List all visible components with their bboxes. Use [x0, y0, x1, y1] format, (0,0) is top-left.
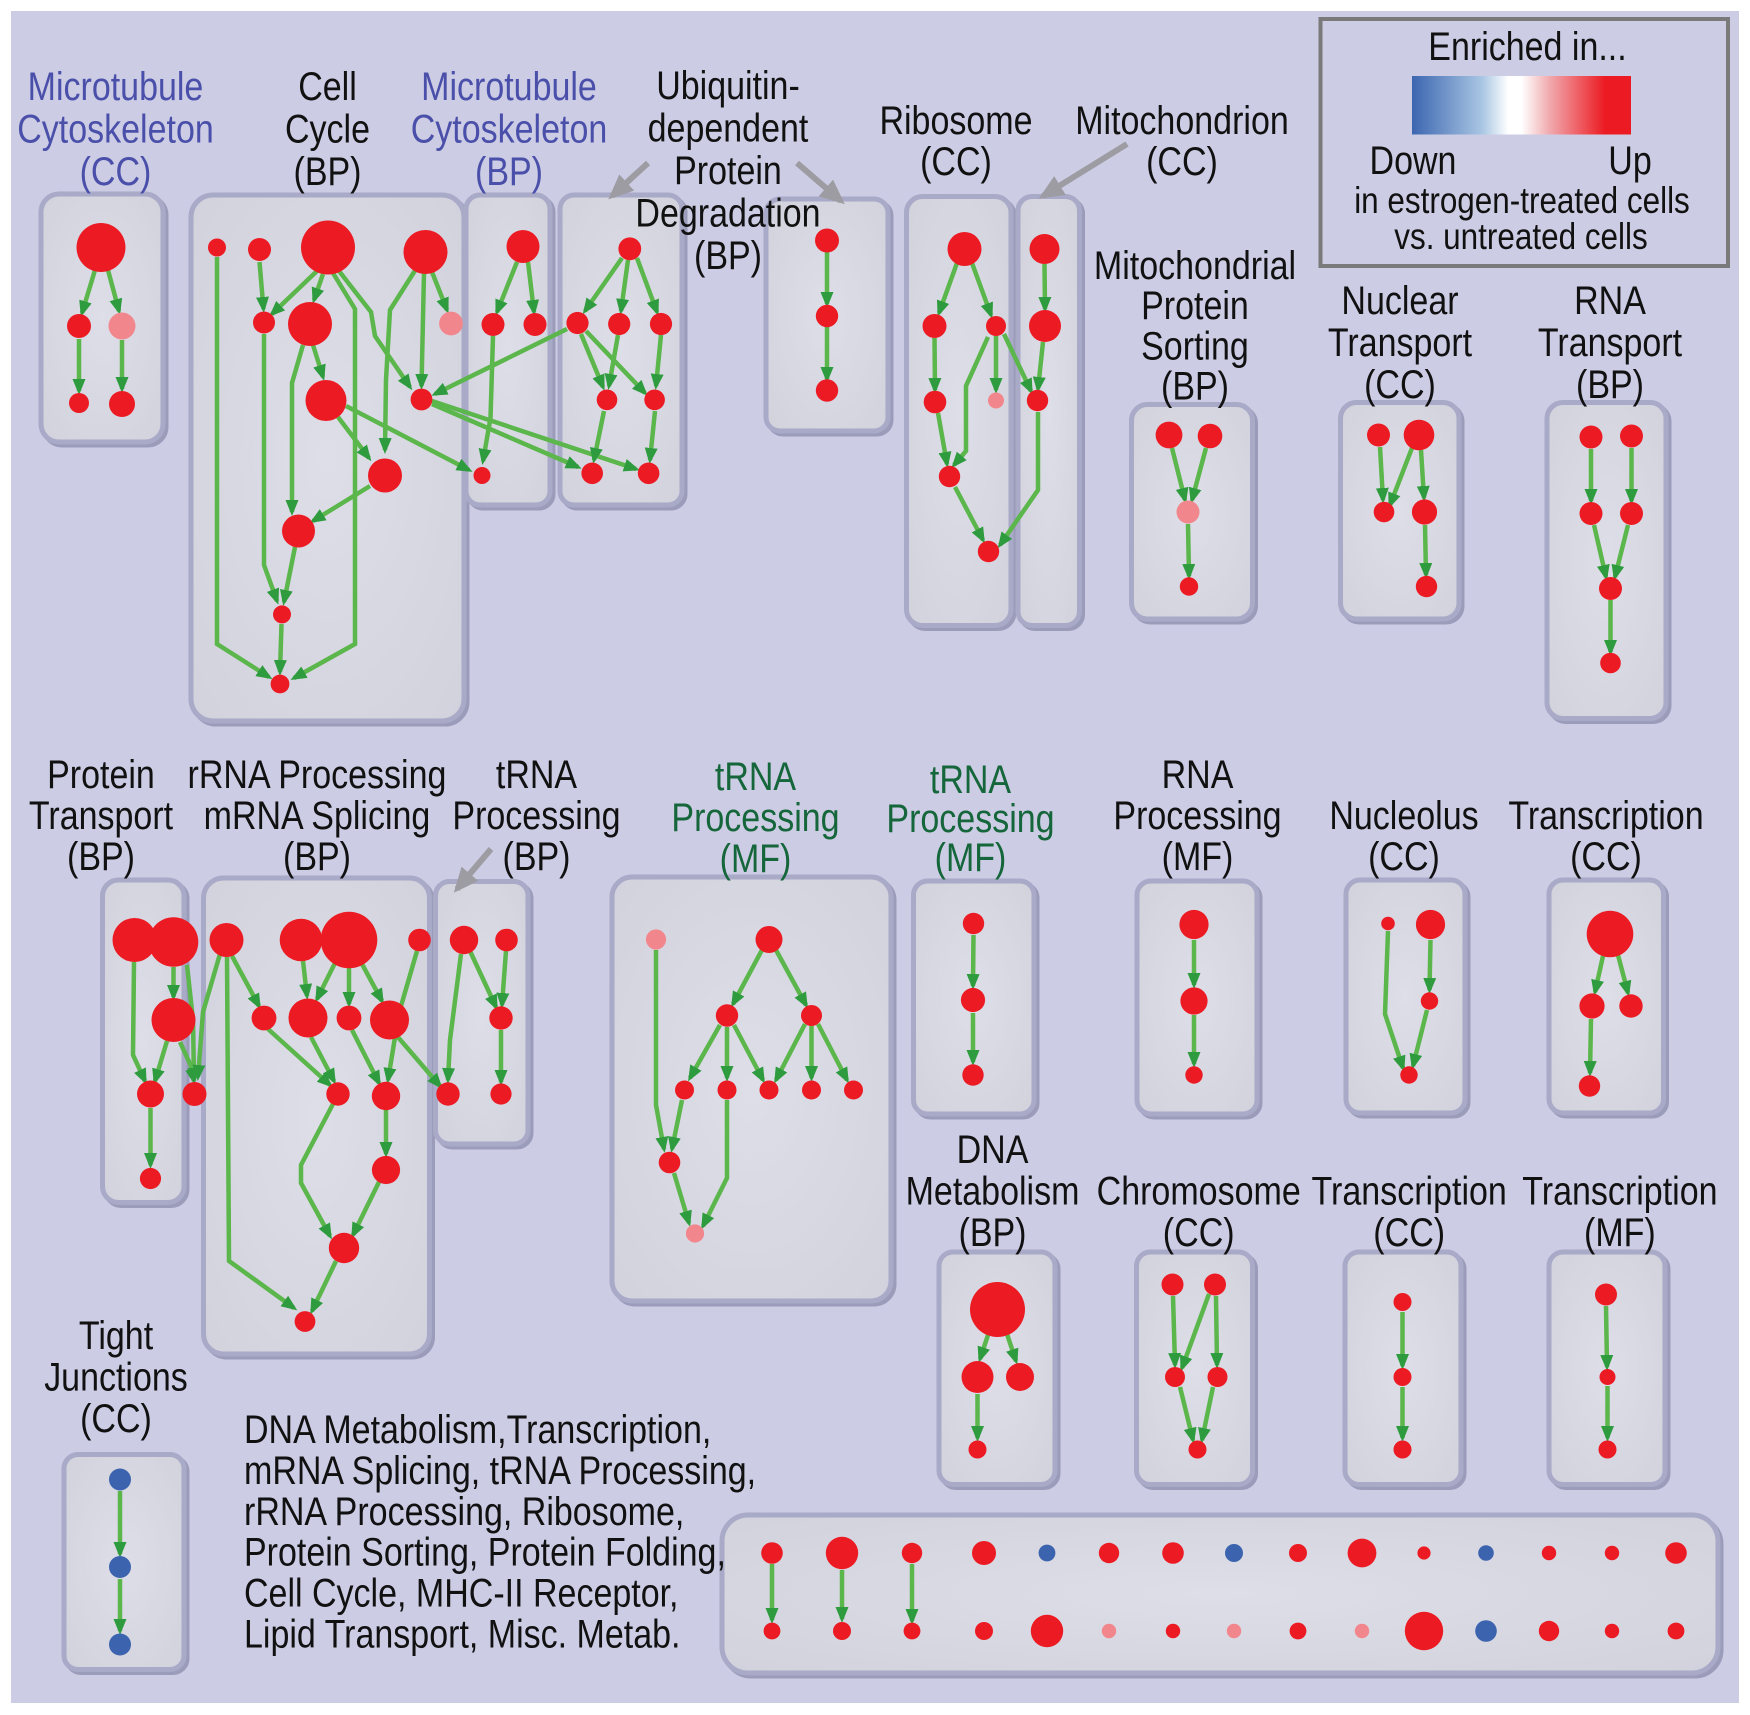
- svg-text:(CC): (CC): [1373, 1211, 1445, 1255]
- svg-text:Protein: Protein: [674, 149, 782, 193]
- svg-text:Nucleolus: Nucleolus: [1329, 794, 1478, 838]
- svg-text:Protein Sorting, Protein Foldi: Protein Sorting, Protein Folding,: [244, 1531, 726, 1575]
- svg-text:Ribosome: Ribosome: [879, 99, 1032, 143]
- svg-text:Sorting: Sorting: [1141, 324, 1249, 368]
- svg-text:Lipid Transport, Misc. Metab.: Lipid Transport, Misc. Metab.: [244, 1613, 681, 1657]
- svg-text:(MF): (MF): [720, 837, 792, 881]
- svg-text:(BP): (BP): [1576, 363, 1644, 407]
- svg-text:(BP): (BP): [694, 234, 762, 278]
- svg-text:(CC): (CC): [80, 150, 152, 194]
- svg-text:Down: Down: [1370, 139, 1457, 183]
- svg-text:(BP): (BP): [475, 150, 543, 194]
- svg-text:Protein: Protein: [47, 753, 155, 797]
- svg-text:Processing: Processing: [1113, 794, 1281, 838]
- svg-text:Cycle: Cycle: [285, 108, 370, 152]
- svg-text:Processing: Processing: [886, 797, 1054, 841]
- svg-text:Cell: Cell: [298, 65, 357, 109]
- svg-text:Enriched in...: Enriched in...: [1428, 25, 1626, 69]
- svg-text:(CC): (CC): [1368, 835, 1440, 879]
- svg-text:in estrogen-treated cells: in estrogen-treated cells: [1354, 180, 1690, 221]
- svg-text:Mitochondrial: Mitochondrial: [1094, 244, 1296, 288]
- svg-text:(CC): (CC): [1570, 835, 1642, 879]
- svg-text:(BP): (BP): [67, 835, 135, 879]
- svg-text:(BP): (BP): [283, 835, 351, 879]
- svg-text:Degradation: Degradation: [635, 192, 820, 236]
- svg-text:(BP): (BP): [1161, 365, 1229, 409]
- svg-text:Up: Up: [1608, 139, 1652, 183]
- svg-text:Microtubule: Microtubule: [421, 65, 597, 109]
- svg-text:(BP): (BP): [294, 150, 362, 194]
- svg-text:Transport: Transport: [1328, 321, 1472, 365]
- svg-text:DNA Metabolism,Transcription,: DNA Metabolism,Transcription,: [244, 1408, 711, 1452]
- svg-text:tRNA: tRNA: [715, 755, 796, 799]
- svg-text:tRNA: tRNA: [930, 758, 1011, 802]
- svg-text:Transcription: Transcription: [1312, 1170, 1507, 1214]
- svg-text:Tight: Tight: [79, 1314, 153, 1358]
- svg-text:Cell Cycle, MHC-II Receptor,: Cell Cycle, MHC-II Receptor,: [244, 1572, 679, 1616]
- svg-text:RNA: RNA: [1574, 279, 1646, 323]
- svg-text:mRNA Splicing, tRNA Processing: mRNA Splicing, tRNA Processing,: [244, 1449, 756, 1493]
- svg-text:tRNA: tRNA: [496, 753, 577, 797]
- svg-text:Mitochondrion: Mitochondrion: [1075, 99, 1289, 143]
- svg-text:Processing: Processing: [671, 796, 839, 840]
- svg-text:(CC): (CC): [1364, 363, 1436, 407]
- svg-text:Chromosome: Chromosome: [1097, 1170, 1301, 1214]
- svg-text:dependent: dependent: [648, 107, 809, 151]
- svg-text:mRNA Splicing: mRNA Splicing: [204, 794, 431, 838]
- svg-text:Transcription: Transcription: [1522, 1170, 1717, 1214]
- svg-text:Cytoskeleton: Cytoskeleton: [17, 108, 214, 152]
- svg-text:DNA: DNA: [957, 1128, 1029, 1172]
- svg-text:Cytoskeleton: Cytoskeleton: [411, 108, 608, 152]
- svg-text:(BP): (BP): [959, 1211, 1027, 1255]
- svg-text:Microtubule: Microtubule: [28, 65, 204, 109]
- svg-text:(CC): (CC): [1163, 1211, 1235, 1255]
- svg-text:(BP): (BP): [503, 835, 571, 879]
- svg-text:Metabolism: Metabolism: [906, 1170, 1080, 1214]
- svg-text:rRNA Processing: rRNA Processing: [188, 753, 447, 797]
- svg-text:Protein: Protein: [1141, 284, 1249, 328]
- svg-text:(CC): (CC): [80, 1397, 152, 1441]
- svg-text:(MF): (MF): [1584, 1211, 1656, 1255]
- svg-text:vs. untreated cells: vs. untreated cells: [1394, 216, 1648, 257]
- svg-text:Ubiquitin-: Ubiquitin-: [656, 64, 800, 108]
- svg-text:Processing: Processing: [452, 794, 620, 838]
- svg-text:Transport: Transport: [29, 794, 173, 838]
- svg-text:(CC): (CC): [1146, 140, 1218, 184]
- svg-text:Nuclear: Nuclear: [1341, 279, 1458, 323]
- svg-text:rRNA Processing, Ribosome,: rRNA Processing, Ribosome,: [244, 1490, 684, 1534]
- svg-text:(MF): (MF): [935, 836, 1007, 880]
- svg-text:(MF): (MF): [1162, 835, 1234, 879]
- svg-text:Transcription: Transcription: [1508, 794, 1703, 838]
- svg-text:Junctions: Junctions: [44, 1356, 188, 1400]
- svg-text:(CC): (CC): [920, 140, 992, 184]
- svg-text:RNA: RNA: [1162, 753, 1234, 797]
- svg-text:Transport: Transport: [1538, 321, 1682, 365]
